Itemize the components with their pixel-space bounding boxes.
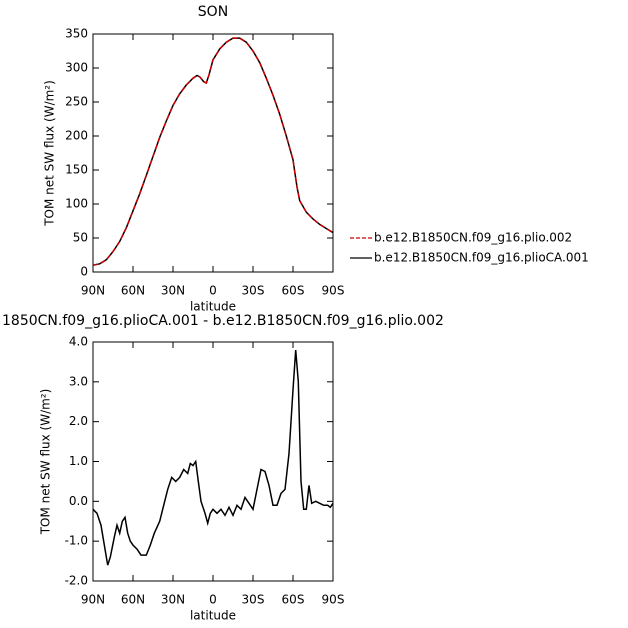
series-line bbox=[92, 37, 334, 266]
x-tick-label: 30S bbox=[242, 593, 265, 607]
legend-label: b.e12.B1850CN.f09_g16.plio.002 bbox=[374, 231, 572, 245]
x-tick-label: 0 bbox=[209, 593, 217, 607]
chart-title: SON bbox=[198, 4, 228, 20]
x-tick-label: 60N bbox=[121, 284, 145, 298]
y-tick-label: 100 bbox=[65, 197, 88, 211]
legend-label: b.e12.B1850CN.f09_g16.plioCA.001 bbox=[374, 251, 589, 265]
x-axis-label: latitude bbox=[190, 609, 236, 623]
y-tick-label: 350 bbox=[65, 27, 88, 41]
y-tick-label: 1.0 bbox=[69, 454, 88, 468]
y-axis-label: TOM net SW flux (W/m²) bbox=[39, 389, 53, 536]
series-line bbox=[92, 37, 334, 266]
y-tick-label: 3.0 bbox=[69, 374, 88, 388]
y-tick-label: 0.0 bbox=[69, 494, 88, 508]
x-tick-label: 60S bbox=[282, 593, 305, 607]
x-tick-label: 30S bbox=[242, 284, 265, 298]
x-tick-label: 60N bbox=[121, 593, 145, 607]
x-tick-label: 90N bbox=[81, 284, 105, 298]
y-tick-label: 200 bbox=[65, 129, 88, 143]
y-tick-label: 50 bbox=[73, 231, 88, 245]
y-tick-label: -2.0 bbox=[65, 574, 88, 588]
x-tick-label: 90S bbox=[322, 593, 345, 607]
plot-frame bbox=[92, 341, 334, 582]
y-tick-label: 150 bbox=[65, 163, 88, 177]
x-tick-label: 60S bbox=[282, 284, 305, 298]
plot-frame bbox=[92, 33, 334, 273]
y-tick-label: 250 bbox=[65, 95, 88, 109]
x-tick-label: 30N bbox=[161, 284, 185, 298]
data-line bbox=[92, 349, 334, 566]
chart-title: 1850CN.f09_g16.plioCA.001 - b.e12.B1850C… bbox=[2, 313, 444, 329]
y-tick-label: 0 bbox=[80, 265, 88, 279]
y-tick-label: 2.0 bbox=[69, 414, 88, 428]
y-tick-label: 4.0 bbox=[69, 335, 88, 349]
y-tick-label: 300 bbox=[65, 61, 88, 75]
x-tick-label: 30N bbox=[161, 593, 185, 607]
x-tick-label: 90S bbox=[322, 284, 345, 298]
x-tick-label: 0 bbox=[209, 284, 217, 298]
y-tick-label: -1.0 bbox=[65, 534, 88, 548]
x-tick-label: 90N bbox=[81, 593, 105, 607]
y-axis-label: TOM net SW flux (W/m²) bbox=[43, 80, 57, 227]
x-axis-label: latitude bbox=[190, 300, 236, 314]
